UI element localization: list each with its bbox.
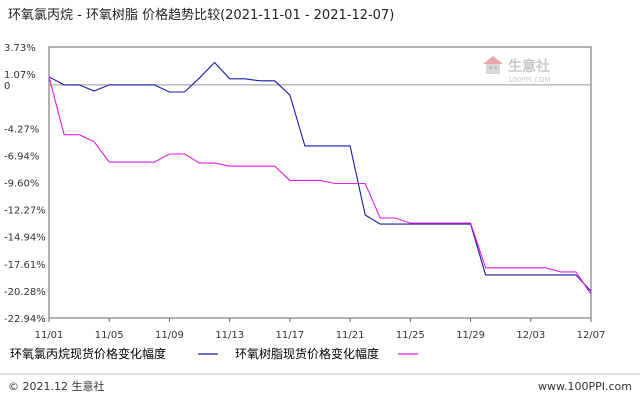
y-tick-label: -4.27% <box>4 124 39 135</box>
y-tick-label: -14.94% <box>4 233 46 244</box>
x-tick-label: 11/29 <box>456 330 485 341</box>
x-tick-label: 11/17 <box>275 330 304 341</box>
series-line-2 <box>48 76 592 295</box>
chart-title: 环氧氯丙烷 - 环氧树脂 价格趋势比较(2021-11-01 - 2021-12… <box>8 7 394 23</box>
x-tick-label: 11/09 <box>155 330 184 341</box>
y-tick-label: -17.61% <box>4 260 46 271</box>
plot-frame <box>48 46 592 319</box>
y-tick-label: -22.94% <box>4 314 46 325</box>
y-tick-label: 3.73% <box>4 43 36 54</box>
watermark-text: 生意社 <box>508 58 550 75</box>
legend: 环氧氯丙烷现货价格变化幅度 环氧树脂现货价格变化幅度 <box>10 346 418 361</box>
x-tick-label: 11/13 <box>215 330 244 341</box>
watermark-subtext: 100PPI.COM <box>508 76 551 84</box>
y-tick-label: 0 <box>4 81 10 92</box>
x-axis-ticks: 11/01 11/05 11/09 11/13 11/17 11/21 11/25 11/29… <box>35 318 606 341</box>
house-icon <box>483 56 503 74</box>
y-tick-label: -6.94% <box>4 151 39 162</box>
y-axis-ticks: 3.73% 1.07%0 -4.27% -6.94% -9.60% -12.27% -14.… <box>4 43 46 325</box>
series-line-1 <box>48 61 592 292</box>
x-tick-label: 11/25 <box>396 330 425 341</box>
x-tick-label: 11/05 <box>95 330 124 341</box>
series-lines <box>48 61 592 295</box>
y-tick-label: -12.27% <box>4 206 46 217</box>
y-tick-label: -9.60% <box>4 178 39 189</box>
x-tick-label: 11/01 <box>35 330 64 341</box>
legend-label-series-2: 环氧树脂现货价格变化幅度 <box>235 346 379 361</box>
y-tick-label: -20.28% <box>4 287 46 298</box>
x-tick-label: 12/03 <box>516 330 545 341</box>
y-tick-label: 1.07% <box>4 70 36 81</box>
watermark-logo: 生意社 100PPI.COM <box>483 56 551 84</box>
legend-label-series-1: 环氧氯丙烷现货价格变化幅度 <box>10 346 166 361</box>
x-tick-label: 12/07 <box>577 330 606 341</box>
footer-website: www.100PPI.com <box>538 380 632 393</box>
footer-copyright: © 2021.12 生意社 <box>8 379 104 393</box>
x-tick-label: 11/21 <box>336 330 365 341</box>
